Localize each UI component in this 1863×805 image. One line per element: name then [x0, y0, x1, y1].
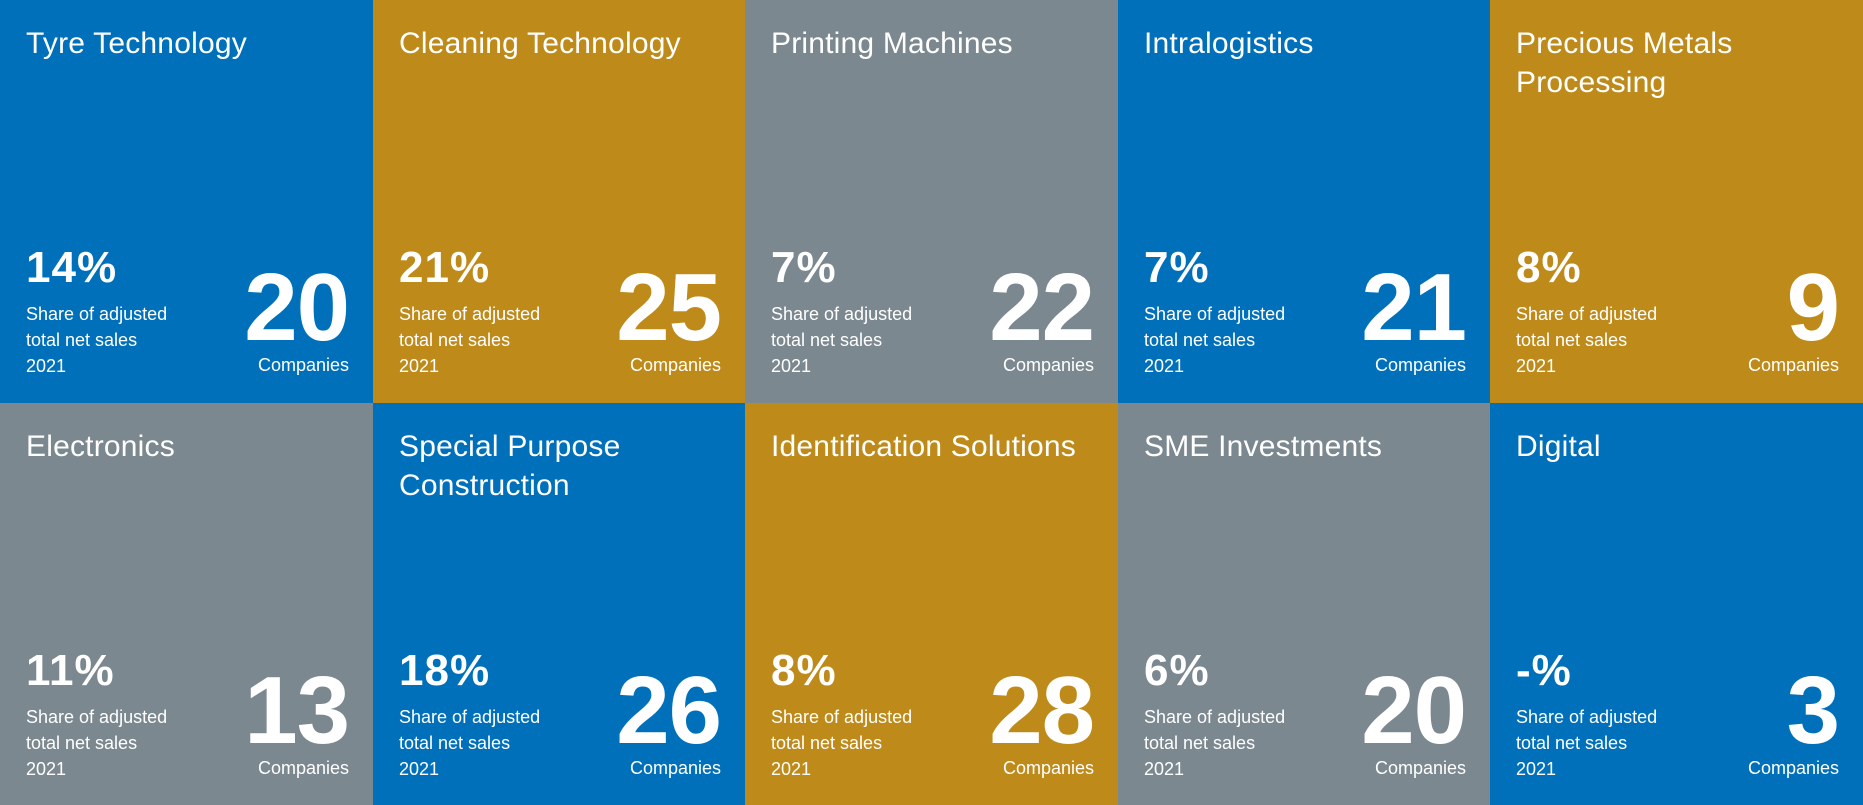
- caption-year: 2021: [1516, 356, 1557, 376]
- company-count-label: Companies: [1374, 758, 1466, 778]
- caption-line: Share of adjusted: [26, 304, 168, 324]
- caption-line: Share of adjusted: [771, 707, 913, 727]
- caption-line: Share of adjusted: [1144, 304, 1286, 324]
- caption-line: Share of adjusted: [399, 304, 541, 324]
- sales-share-caption: Share of adjusted total net sales 2021: [1516, 704, 1657, 782]
- caption-line: Share of adjusted: [1144, 707, 1286, 727]
- sales-share-value: 8%: [771, 646, 837, 695]
- sales-share-value: 14%: [26, 243, 118, 292]
- caption-year: 2021: [399, 759, 440, 779]
- segment-title: Digital: [1516, 430, 1601, 463]
- segment-title: Intralogistics: [1144, 27, 1314, 60]
- company-count: 28: [989, 657, 1095, 764]
- caption-line: Share of adjusted: [26, 707, 168, 727]
- company-count-label: Companies: [257, 355, 349, 375]
- caption-line: Share of adjusted: [399, 707, 541, 727]
- segment-tile-cleaning-technology[interactable]: Cleaning Technology 21% Share of adjuste…: [373, 0, 745, 403]
- segment-title: Cleaning Technology: [399, 27, 681, 60]
- caption-year: 2021: [1144, 759, 1185, 779]
- caption-line: total net sales: [771, 330, 883, 350]
- sales-share-caption: Share of adjusted total net sales 2021: [399, 704, 540, 782]
- sales-share-caption: Share of adjusted total net sales 2021: [1516, 301, 1657, 379]
- caption-year: 2021: [1144, 356, 1185, 376]
- sales-share-caption: Share of adjusted total net sales 2021: [1144, 301, 1285, 379]
- segment-tile-printing-machines[interactable]: Printing Machines 7% Share of adjusted t…: [745, 0, 1118, 403]
- company-count-label: Companies: [257, 758, 349, 778]
- sales-share-caption: Share of adjusted total net sales 2021: [1144, 704, 1285, 782]
- segment-title: Tyre Technology: [26, 27, 247, 60]
- company-count: 3: [1786, 657, 1840, 764]
- segment-tile-digital[interactable]: Digital -% Share of adjusted total net s…: [1490, 403, 1863, 805]
- segment-tile-precious-metals-processing[interactable]: Precious Metals Processing 8% Share of a…: [1490, 0, 1863, 403]
- caption-line: total net sales: [399, 330, 511, 350]
- segment-title: Precious Metals Processing: [1516, 27, 1733, 99]
- company-count: 26: [616, 657, 722, 764]
- caption-year: 2021: [399, 356, 440, 376]
- segment-title: Electronics: [26, 430, 175, 463]
- caption-line: total net sales: [1144, 733, 1256, 753]
- sales-share-value: 8%: [1516, 243, 1582, 292]
- caption-year: 2021: [1516, 759, 1557, 779]
- caption-line: total net sales: [771, 733, 883, 753]
- segment-tile-identification-solutions[interactable]: Identification Solutions 8% Share of adj…: [745, 403, 1118, 805]
- caption-line: total net sales: [1144, 330, 1256, 350]
- sales-share-value: 21%: [399, 243, 491, 292]
- company-count-label: Companies: [1747, 758, 1839, 778]
- company-count: 20: [1361, 657, 1467, 764]
- caption-line: total net sales: [1516, 330, 1628, 350]
- company-count: 9: [1786, 254, 1840, 361]
- caption-year: 2021: [26, 759, 67, 779]
- company-count-label: Companies: [1747, 355, 1839, 375]
- segment-tile-electronics[interactable]: Electronics 11% Share of adjusted total …: [0, 403, 373, 805]
- company-count-label: Companies: [629, 355, 721, 375]
- segment-tile-sme-investments[interactable]: SME Investments 6% Share of adjusted tot…: [1118, 403, 1490, 805]
- sales-share-value: 6%: [1144, 646, 1210, 695]
- company-count: 20: [244, 254, 350, 361]
- sales-share-caption: Share of adjusted total net sales 2021: [26, 704, 167, 782]
- sales-share-value: 7%: [1144, 243, 1210, 292]
- company-count-label: Companies: [1374, 355, 1466, 375]
- company-count-label: Companies: [1002, 355, 1094, 375]
- sales-share-caption: Share of adjusted total net sales 2021: [771, 301, 912, 379]
- sales-share-value: 18%: [399, 646, 491, 695]
- caption-year: 2021: [771, 356, 812, 376]
- segment-title: Printing Machines: [771, 27, 1013, 60]
- sales-share-caption: Share of adjusted total net sales 2021: [26, 301, 167, 379]
- sales-share-value: 11%: [26, 646, 115, 695]
- caption-year: 2021: [26, 356, 67, 376]
- company-count-label: Companies: [1002, 758, 1094, 778]
- caption-line: Share of adjusted: [1516, 707, 1658, 727]
- segment-title: Identification Solutions: [771, 430, 1076, 463]
- sales-share-caption: Share of adjusted total net sales 2021: [771, 704, 912, 782]
- caption-line: total net sales: [1516, 733, 1628, 753]
- caption-line: Share of adjusted: [1516, 304, 1658, 324]
- caption-line: total net sales: [399, 733, 511, 753]
- caption-line: total net sales: [26, 733, 138, 753]
- company-count: 13: [244, 657, 350, 764]
- company-count: 22: [989, 254, 1095, 361]
- company-count: 21: [1361, 254, 1467, 361]
- sales-share-caption: Share of adjusted total net sales 2021: [399, 301, 540, 379]
- caption-line: Share of adjusted: [771, 304, 913, 324]
- sales-share-value: -%: [1516, 646, 1572, 695]
- sales-share-value: 7%: [771, 243, 837, 292]
- segment-tile-intralogistics[interactable]: Intralogistics 7% Share of adjusted tota…: [1118, 0, 1490, 403]
- segment-title: Special Purpose Construction: [399, 430, 621, 502]
- caption-line: total net sales: [26, 330, 138, 350]
- company-count: 25: [616, 254, 722, 361]
- company-count-label: Companies: [629, 758, 721, 778]
- segment-tile-tyre-technology[interactable]: Tyre Technology 14% Share of adjusted to…: [0, 0, 373, 403]
- caption-year: 2021: [771, 759, 812, 779]
- segment-title: SME Investments: [1144, 430, 1383, 463]
- segment-tile-special-purpose-construction[interactable]: Special Purpose Construction 18% Share o…: [373, 403, 745, 805]
